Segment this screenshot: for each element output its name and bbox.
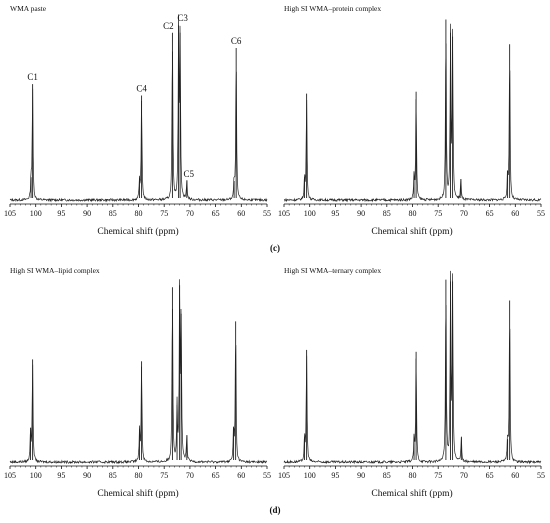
spectrum-trace — [283, 23, 542, 203]
x-tick-label: 70 — [186, 209, 194, 218]
x-tick-label: 95 — [331, 471, 339, 480]
spectrum-trace — [283, 270, 542, 465]
x-tick-label: 55 — [263, 471, 271, 480]
peak-label-c1: C1 — [27, 72, 38, 82]
x-tick-label: 55 — [537, 209, 545, 218]
x-tick-label: 95 — [57, 471, 65, 480]
x-tick-label: 95 — [57, 209, 65, 218]
x-tick-label: 75 — [160, 209, 168, 218]
panel-title: WMA paste — [10, 4, 47, 13]
x-tick-label: 90 — [83, 471, 91, 480]
x-axis-label: Chemical shift (ppm) — [371, 226, 452, 237]
x-tick-label: 90 — [357, 209, 365, 218]
panel-title: High SI WMA–protein complex — [284, 4, 381, 13]
x-tick-label: 70 — [460, 471, 468, 480]
x-tick-label: 80 — [135, 209, 143, 218]
x-tick-label: 60 — [237, 209, 245, 218]
x-tick-label: 100 — [30, 209, 42, 218]
panel-lipid-complex: High SI WMA–lipid complex Chemical shift… — [4, 266, 271, 499]
x-tick-label: 65 — [486, 209, 494, 218]
panel-title: High SI WMA–lipid complex — [10, 266, 100, 275]
x-axis-label: Chemical shift (ppm) — [97, 488, 178, 499]
x-tick-label: 55 — [263, 209, 271, 218]
x-tick-label: 70 — [186, 471, 194, 480]
x-tick-label: 90 — [83, 209, 91, 218]
x-tick-label: 65 — [212, 471, 220, 480]
panel-title: High SI WMA–ternary complex — [284, 266, 381, 275]
x-tick-label: 95 — [331, 209, 339, 218]
x-tick-label: 90 — [357, 471, 365, 480]
caption-c: (c) — [270, 243, 280, 253]
x-tick-label: 85 — [383, 209, 391, 218]
caption-d: (d) — [270, 505, 281, 515]
x-tick-label: 55 — [537, 471, 545, 480]
peak-label-c5: C5 — [184, 169, 195, 179]
x-tick-label: 105 — [4, 209, 16, 218]
peak-label-c2: C2 — [163, 21, 174, 31]
x-tick-label: 65 — [486, 471, 494, 480]
x-tick-label: 60 — [237, 471, 245, 480]
x-tick-label: 85 — [383, 471, 391, 480]
panel-ternary-complex: High SI WMA–ternary complex Chemical shi… — [278, 266, 545, 499]
x-tick-label: 105 — [4, 471, 16, 480]
x-tick-label: 75 — [434, 471, 442, 480]
x-tick-label: 65 — [212, 209, 220, 218]
x-tick-label: 75 — [160, 471, 168, 480]
x-tick-label: 100 — [304, 471, 316, 480]
peak-label-c3: C3 — [177, 13, 188, 23]
x-tick-label: 80 — [409, 471, 417, 480]
x-tick-label: 100 — [304, 209, 316, 218]
x-tick-label: 85 — [109, 471, 117, 480]
x-tick-label: 60 — [511, 209, 519, 218]
x-tick-label: 85 — [109, 209, 117, 218]
x-tick-label: 75 — [434, 209, 442, 218]
peak-label-c6: C6 — [231, 36, 242, 46]
x-tick-label: 100 — [30, 471, 42, 480]
x-tick-label: 105 — [278, 209, 290, 218]
x-tick-label: 60 — [511, 471, 519, 480]
x-tick-label: 80 — [135, 471, 143, 480]
x-axis-label: Chemical shift (ppm) — [97, 226, 178, 237]
x-axis-label: Chemical shift (ppm) — [371, 488, 452, 499]
x-tick-label: 80 — [409, 209, 417, 218]
x-tick-label: 70 — [460, 209, 468, 218]
panel-protein-complex: High SI WMA–protein complex Chemical shi… — [278, 4, 545, 237]
x-tick-label: 105 — [278, 471, 290, 480]
spectrum-trace — [9, 279, 268, 465]
spectrum-trace — [9, 14, 268, 203]
peak-label-c4: C4 — [136, 84, 147, 94]
